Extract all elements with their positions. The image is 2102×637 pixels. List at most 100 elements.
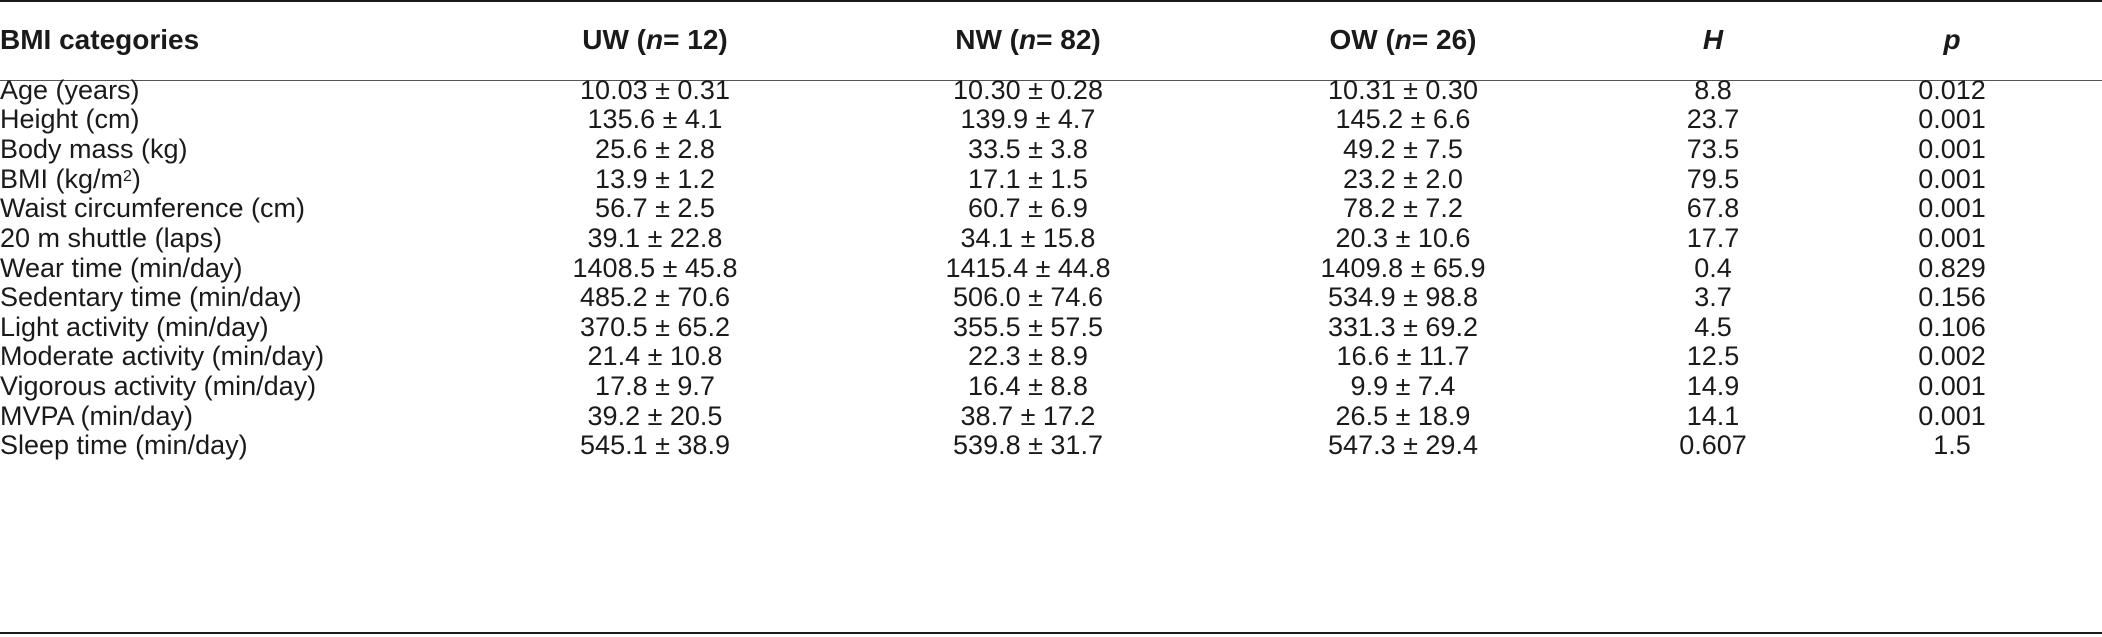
row-label: MVPA (min/day) bbox=[0, 400, 194, 431]
cell-h: 14.1 bbox=[1686, 400, 1740, 431]
cell-h: 17.7 bbox=[1686, 222, 1740, 253]
cell-ow: 49.2 ± 7.5 bbox=[1343, 134, 1463, 165]
cell-p: 0.001 bbox=[1918, 371, 1986, 401]
cell-p: 0.001 bbox=[1918, 134, 1986, 165]
cell-p: 1.5 bbox=[1933, 430, 1971, 461]
table-row: Age (years) 10.03 ± 0.31 10.30 ± 0.28 10.31… bbox=[0, 71, 2102, 111]
cell-uw: 39.2 ± 20.5 bbox=[587, 400, 723, 431]
cell-ow: 10.31 ± 0.30 bbox=[1328, 74, 1478, 105]
cell-uw: 39.1 ± 22.8 bbox=[587, 222, 723, 253]
cell-uw: 56.7 ± 2.5 bbox=[595, 193, 715, 224]
row-label: Sedentary time (min/day) bbox=[0, 282, 302, 313]
cell-nw: 33.5 ± 3.8 bbox=[968, 134, 1088, 165]
cell-nw: 16.4 ± 8.8 bbox=[968, 371, 1088, 401]
cell-p: 0.002 bbox=[1918, 341, 1986, 372]
row-label: Wear time (min/day) bbox=[0, 252, 243, 283]
cell-p: 0.012 bbox=[1918, 74, 1986, 105]
cell-nw: 139.9 ± 4.7 bbox=[960, 104, 1096, 135]
row-label: Sleep time (min/day) bbox=[0, 430, 248, 461]
table-row: BMI (kg/m 2) 13.9 ± 1.2 17.1 ± 1.5 23.2 ± 2.… bbox=[0, 159, 2102, 199]
top-rule bbox=[0, 0, 2102, 2]
cell-h: 8.8 bbox=[1694, 74, 1732, 105]
table-row: Moderate activity (min/day) 21.4 ± 10.8 22… bbox=[0, 337, 2102, 377]
cell-h: 73.5 bbox=[1686, 134, 1740, 165]
cell-nw: 10.30 ± 0.28 bbox=[953, 74, 1103, 105]
header-ow: OW (n = 26) bbox=[1329, 24, 1477, 55]
header-rule bbox=[0, 80, 2102, 81]
cell-p: 0.001 bbox=[1918, 222, 1986, 253]
cell-uw: 10.03 ± 0.31 bbox=[580, 74, 730, 105]
cell-p: 0.001 bbox=[1918, 193, 1986, 224]
cell-p: 0.106 bbox=[1918, 311, 1986, 342]
cell-uw: 545.1 ± 38.9 bbox=[580, 430, 730, 461]
cell-nw: 506.0 ± 74.6 bbox=[953, 282, 1103, 313]
cell-h: 12.5 bbox=[1686, 341, 1740, 372]
cell-p: 0.001 bbox=[1918, 104, 1986, 135]
cell-nw: 1415.4 ± 44.8 bbox=[945, 252, 1111, 283]
cell-uw: 370.5 ± 65.2 bbox=[580, 311, 730, 342]
cell-h: 79.5 bbox=[1686, 163, 1740, 194]
cell-uw: 1408.5 ± 45.8 bbox=[572, 252, 738, 283]
cell-uw: 13.9 ± 1.2 bbox=[595, 163, 715, 194]
cell-h: 14.9 bbox=[1686, 371, 1740, 401]
header-h: H bbox=[1702, 24, 1724, 55]
table-row: Body mass (kg) 25.6 ± 2.8 33.5 ± 3.8 49.2 ±… bbox=[0, 130, 2102, 170]
cell-h: 0.4 bbox=[1694, 252, 1732, 283]
cell-uw: 25.6 ± 2.8 bbox=[595, 134, 715, 165]
header-nw: NW (n = 82) bbox=[955, 24, 1101, 55]
row-label: Waist circumference (cm) bbox=[0, 193, 306, 224]
cell-ow: 78.2 ± 7.2 bbox=[1343, 193, 1463, 224]
row-label: Body mass (kg) bbox=[0, 134, 188, 165]
table-row: Wear time (min/day) 1408.5 ± 45.8 1415.4 ±… bbox=[0, 248, 2102, 288]
cell-ow: 26.5 ± 18.9 bbox=[1335, 400, 1471, 431]
cell-uw: 485.2 ± 70.6 bbox=[580, 282, 730, 313]
row-label: Age (years) bbox=[0, 74, 140, 105]
cell-ow: 20.3 ± 10.6 bbox=[1335, 222, 1471, 253]
cell-ow: 547.3 ± 29.4 bbox=[1328, 430, 1478, 461]
row-label: Height (cm) bbox=[0, 104, 140, 135]
cell-uw: 21.4 ± 10.8 bbox=[587, 341, 723, 372]
cell-h: 0.607 bbox=[1679, 430, 1747, 461]
table-row: Waist circumference (cm) 56.7 ± 2.5 60.7 ±… bbox=[0, 189, 2102, 229]
cell-nw: 34.1 ± 15.8 bbox=[960, 222, 1096, 253]
table-row: Sleep time (min/day) 545.1 ± 38.9 539.8 ± … bbox=[0, 426, 2102, 466]
header-uw: UW (n = 12) bbox=[582, 24, 728, 55]
cell-nw: 17.1 ± 1.5 bbox=[968, 163, 1088, 194]
cell-p: 0.156 bbox=[1918, 282, 1986, 313]
table-row: 20 m shuttle (laps) 39.1 ± 22.8 34.1 ± 15.… bbox=[0, 219, 2102, 259]
cell-nw: 355.5 ± 57.5 bbox=[953, 311, 1103, 342]
cell-p: 0.001 bbox=[1918, 400, 1986, 431]
table-row: Sedentary time (min/day) 485.2 ± 70.6 506.… bbox=[0, 278, 2102, 318]
cell-ow: 1409.8 ± 65.9 bbox=[1320, 252, 1486, 283]
header-bmi-categories: BMI categories bbox=[0, 24, 200, 55]
cell-ow: 331.3 ± 69.2 bbox=[1328, 311, 1478, 342]
cell-ow: 9.9 ± 7.4 bbox=[1350, 371, 1456, 401]
cell-ow: 145.2 ± 6.6 bbox=[1335, 104, 1471, 135]
cell-h: 67.8 bbox=[1686, 193, 1740, 224]
bottom-rule bbox=[0, 632, 2102, 634]
table-row: MVPA (min/day) 39.2 ± 20.5 38.7 ± 17.2 26.5… bbox=[0, 396, 2102, 436]
row-label: Moderate activity (min/day) bbox=[0, 341, 325, 372]
cell-uw: 135.6 ± 4.1 bbox=[587, 104, 723, 135]
cell-ow: 23.2 ± 2.0 bbox=[1343, 163, 1463, 194]
cell-nw: 539.8 ± 31.7 bbox=[953, 430, 1103, 461]
cell-h: 4.5 bbox=[1694, 311, 1732, 342]
header-p: p bbox=[1943, 24, 1961, 55]
cell-ow: 16.6 ± 11.7 bbox=[1336, 341, 1470, 372]
row-label: 20 m shuttle (laps) bbox=[0, 222, 223, 253]
cell-p: 0.829 bbox=[1918, 252, 1986, 283]
cell-uw: 17.8 ± 9.7 bbox=[595, 371, 715, 401]
row-label: BMI (kg/m 2) bbox=[0, 163, 141, 194]
table-row: Vigorous activity (min/day) 17.8 ± 9.7 16.… bbox=[0, 367, 2102, 407]
table-row: Height (cm) 135.6 ± 4.1 139.9 ± 4.7 145.2 ±… bbox=[0, 100, 2102, 140]
cell-nw: 60.7 ± 6.9 bbox=[968, 193, 1088, 224]
cell-nw: 38.7 ± 17.2 bbox=[960, 400, 1096, 431]
cell-h: 23.7 bbox=[1686, 104, 1740, 135]
table-header: BMI categories UW (n = 12) NW (n = 82) O… bbox=[0, 0, 2102, 80]
cell-ow: 534.9 ± 98.8 bbox=[1328, 282, 1478, 313]
row-label: Vigorous activity (min/day) bbox=[0, 371, 317, 401]
cell-p: 0.001 bbox=[1918, 163, 1986, 194]
row-label: Light activity (min/day) bbox=[0, 311, 269, 342]
table-row: Light activity (min/day) 370.5 ± 65.2 355.… bbox=[0, 307, 2102, 347]
cell-nw: 22.3 ± 8.9 bbox=[968, 341, 1088, 372]
